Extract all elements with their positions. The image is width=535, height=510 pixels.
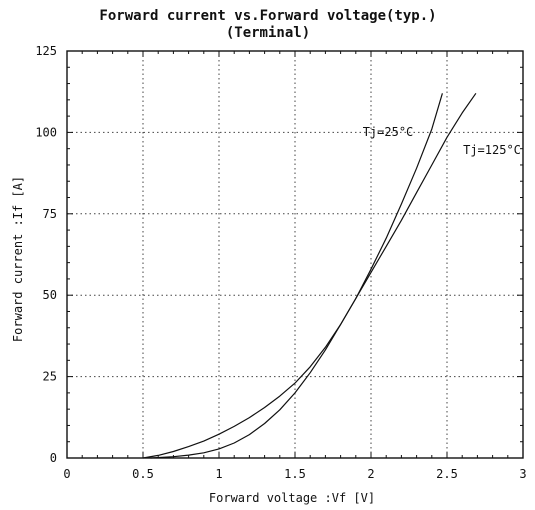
x-tick-label: 2.5 (436, 467, 458, 481)
x-tick-label: 3 (519, 467, 526, 481)
y-tick-label: 75 (43, 207, 57, 221)
x-tick-label: 0.5 (132, 467, 154, 481)
series-label-tj125: Tj=125°C (463, 143, 521, 157)
x-axis-label: Forward voltage :Vf [V] (209, 491, 375, 505)
x-tick-label: 0 (63, 467, 70, 481)
y-tick-label: 125 (35, 44, 57, 58)
grid (67, 51, 523, 458)
minor-ticks (66, 50, 524, 459)
y-tick-label: 0 (50, 451, 57, 465)
y-tick-label: 25 (43, 370, 57, 384)
y-tick-label: 100 (35, 125, 57, 139)
series-line-1 (150, 92, 477, 459)
x-tick-labels: 0 0.5 1 1.5 2 2.5 3 (63, 467, 526, 481)
x-tick-label: 1.5 (284, 467, 306, 481)
y-tick-label: 50 (43, 288, 57, 302)
x-tick-label: 2 (367, 467, 374, 481)
y-axis-label: Forward current :If [A] (11, 176, 25, 342)
series-lines (142, 92, 477, 459)
chart-subtitle: (Terminal) (226, 25, 310, 41)
series-label-tj25: Tj=25°C (363, 125, 414, 139)
x-tick-label: 1 (215, 467, 222, 481)
y-tick-labels: 0 25 50 75 100 125 (35, 44, 57, 465)
chart-title: Forward current vs.Forward voltage(typ.) (99, 8, 436, 24)
series-line-0 (142, 93, 443, 459)
